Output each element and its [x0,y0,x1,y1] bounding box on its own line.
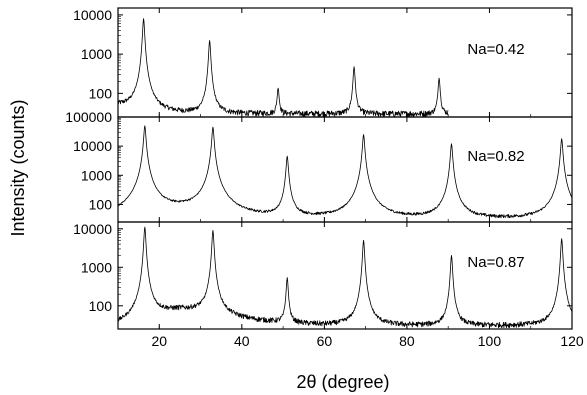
y-tick-label: 10000 [73,138,112,154]
plot-area: 100 1000 10000 Na=0.42 100 1000 10000 100000 Na=… [65,7,584,349]
y-tick-label: 100 [89,85,113,101]
y-tick-label: 10000 [73,221,112,237]
x-tick-labels: 20 40 60 80 100 120 [151,333,583,349]
xrd-trace [117,125,573,219]
y-tick-label: 1000 [81,46,112,62]
xrd-trace [117,226,573,329]
panel-frame [117,221,573,330]
panel-3: 100 1000 10000 Na=0.87 [73,221,573,330]
panel-frame [117,7,573,118]
y-tick-label: 1000 [81,167,112,183]
y-axis-title: Intensity (counts) [8,99,28,236]
x-tick-label: 120 [560,333,584,349]
panel-frame [117,116,573,223]
panel-2: 100 1000 10000 100000 Na=0.82 [65,109,573,223]
x-tick-label: 40 [234,333,250,349]
panel-annotation: Na=0.42 [467,41,524,58]
panel-annotation: Na=0.87 [467,254,524,271]
xrd-trace [117,18,449,118]
y-tick-label: 1000 [81,259,112,275]
panel-annotation: Na=0.82 [467,148,524,165]
x-axis-title: 2θ (degree) [296,372,389,392]
y-tick-label: 10000 [73,7,112,23]
y-tick-label: 100 [89,196,113,212]
x-tick-label: 100 [478,333,502,349]
y-tick-label: 100 [89,298,113,314]
x-tick-label: 60 [317,333,333,349]
y-tick-label: 100000 [65,109,112,125]
x-tick-label: 20 [151,333,167,349]
x-tick-label: 80 [399,333,415,349]
panel-1: 100 1000 10000 Na=0.42 [73,7,573,118]
